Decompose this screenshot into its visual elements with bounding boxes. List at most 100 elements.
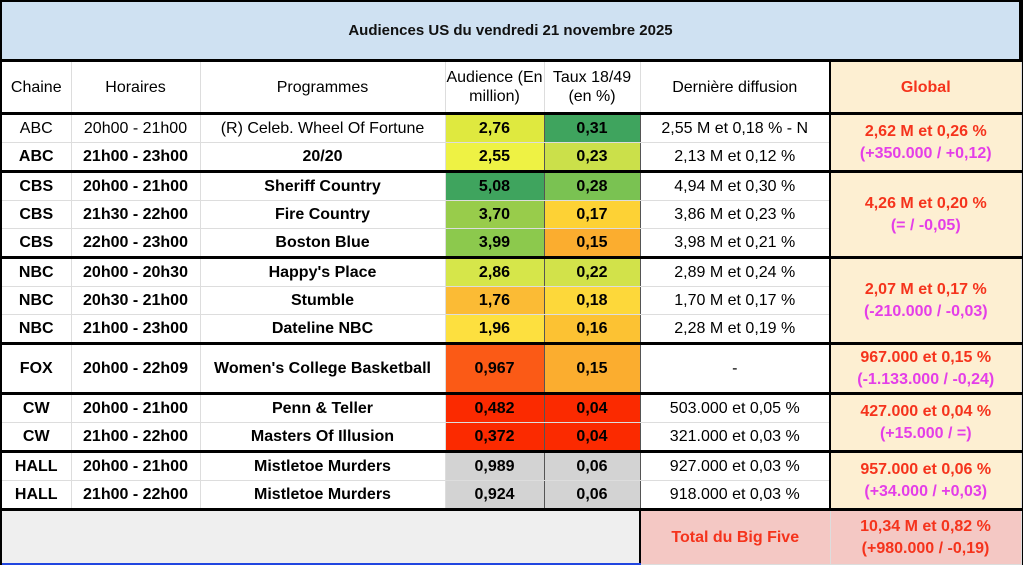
header-derniere: Dernière diffusion [640, 62, 831, 115]
cell-horaires: 20h30 - 21h00 [71, 286, 201, 315]
cell-taux: 0,22 [544, 256, 641, 287]
cell-horaires: 20h00 - 21h00 [71, 170, 201, 201]
cell-derniere: 1,70 M et 0,17 % [640, 286, 831, 315]
cell-horaires: 22h00 - 23h00 [71, 228, 201, 258]
cell-taux: 0,28 [544, 170, 641, 201]
cell-derniere: 2,89 M et 0,24 % [640, 256, 831, 287]
cell-programme: Penn & Teller [200, 392, 446, 423]
table-row: FOX 20h00 - 22h09 Women's College Basketba… [2, 342, 1022, 395]
cell-derniere: - [640, 342, 831, 394]
total-main: 10,34 M et 0,82 % [860, 517, 991, 535]
cell-horaires: 21h00 - 23h00 [71, 142, 201, 172]
cell-programme: Boston Blue [200, 228, 446, 258]
cell-derniere: 4,94 M et 0,30 % [640, 170, 831, 201]
cell-programme: Dateline NBC [200, 314, 446, 344]
cell-derniere: 927.000 et 0,03 % [640, 450, 831, 481]
cell-audience: 0,372 [445, 422, 545, 452]
cell-programme: 20/20 [200, 142, 446, 172]
cell-programme: Fire Country [200, 200, 446, 229]
cell-programme: Women's College Basketball [200, 342, 446, 394]
cell-chaine: HALL [2, 480, 72, 510]
cell-programme: Mistletoe Murders [200, 480, 446, 510]
header-taux: Taux 18/49 (en %) [544, 62, 641, 115]
table-row: CBS 22h00 - 23h00 Boston Blue 3,99 0,15 3,98 … [2, 228, 1021, 258]
cell-horaires: 20h00 - 21h00 [71, 450, 201, 481]
cell-global: 967.000 et 0,15 % (-1.133.000 / -0,24) [829, 342, 1022, 395]
table-row: CBS 20h00 - 21h00 Sheriff Country 5,08 0,28 4… [2, 170, 1022, 259]
cell-derniere: 2,55 M et 0,18 % - N [640, 113, 831, 143]
cell-horaires: 21h00 - 22h00 [71, 422, 201, 452]
total-diff: (+980.000 / -0,19) [861, 539, 990, 557]
cell-chaine: NBC [2, 256, 72, 287]
table-row: HALL 20h00 - 21h00 Mistletoe Murders 0,989 0… [2, 450, 1022, 511]
table-row: HALL 21h00 - 22h00 Mistletoe Murders 0,924 0… [2, 480, 1021, 510]
header-chaine: Chaine [2, 62, 72, 115]
cell-horaires: 21h00 - 23h00 [71, 314, 201, 344]
cell-chaine: CBS [2, 228, 72, 258]
cell-programme: Masters Of Illusion [200, 422, 446, 452]
cell-audience: 0,482 [445, 392, 545, 423]
cell-programme: (R) Celeb. Wheel Of Fortune [200, 113, 446, 143]
cell-chaine: ABC [2, 142, 72, 172]
global-diff: (= / -0,05) [890, 216, 961, 234]
cell-programme: Mistletoe Murders [200, 450, 446, 481]
header-programmes: Programmes [200, 62, 446, 115]
cell-chaine: ABC [2, 113, 72, 143]
cell-horaires: 21h30 - 22h00 [71, 200, 201, 229]
cell-derniere: 918.000 et 0,03 % [640, 480, 831, 510]
cell-programme: Happy's Place [200, 256, 446, 287]
header-global: Global [829, 62, 1022, 115]
cell-audience: 0,924 [445, 480, 545, 510]
table-row: ABC 20h00 - 21h00 (R) Celeb. Wheel Of Fort… [2, 113, 1022, 173]
empty-area [2, 508, 641, 565]
cell-audience: 1,96 [445, 314, 545, 344]
cell-taux: 0,16 [544, 314, 641, 344]
cell-horaires: 20h00 - 21h00 [71, 113, 201, 143]
table-row: CW 20h00 - 21h00 Penn & Teller 0,482 0,04 503… [2, 392, 1022, 453]
global-value: 427.000 et 0,04 % [860, 402, 992, 420]
cell-chaine: NBC [2, 314, 72, 344]
cell-programme: Sheriff Country [200, 170, 446, 201]
cell-global: 957.000 et 0,06 % (+34.000 / +0,03) [829, 450, 1022, 511]
cell-taux: 0,06 [544, 480, 641, 510]
cell-derniere: 321.000 et 0,03 % [640, 422, 831, 452]
cell-programme: Stumble [200, 286, 446, 315]
cell-global: 2,62 M et 0,26 % (+350.000 / +0,12) [829, 113, 1022, 173]
cell-global: 427.000 et 0,04 % (+15.000 / =) [829, 392, 1022, 453]
cell-taux: 0,06 [544, 450, 641, 481]
global-diff: (+34.000 / +0,03) [864, 482, 988, 500]
global-diff: (-1.133.000 / -0,24) [857, 370, 995, 388]
cell-taux: 0,31 [544, 113, 641, 143]
page-title: Audiences US du vendredi 21 novembre 202… [2, 2, 1019, 59]
cell-chaine: CBS [2, 170, 72, 201]
total-label: Total du Big Five [640, 508, 831, 565]
cell-global: 4,26 M et 0,20 % (= / -0,05) [829, 170, 1022, 259]
cell-taux: 0,18 [544, 286, 641, 315]
cell-derniere: 3,98 M et 0,21 % [640, 228, 831, 258]
cell-chaine: FOX [2, 342, 72, 394]
cell-chaine: NBC [2, 286, 72, 315]
global-diff: (+350.000 / +0,12) [859, 144, 992, 162]
table-row: CW 21h00 - 22h00 Masters Of Illusion 0,372 0… [2, 422, 1021, 452]
cell-taux: 0,17 [544, 200, 641, 229]
table-row: NBC 20h30 - 21h00 Stumble 1,76 0,18 1,70 M et… [2, 286, 1021, 315]
global-value: 957.000 et 0,06 % [860, 460, 992, 478]
cell-audience: 3,99 [445, 228, 545, 258]
header-row: Chaine Horaires Programmes Audience (En … [2, 62, 1022, 115]
header-horaires: Horaires [71, 62, 201, 115]
global-value: 2,62 M et 0,26 % [864, 122, 987, 140]
cell-horaires: 21h00 - 22h00 [71, 480, 201, 510]
cell-taux: 0,04 [544, 392, 641, 423]
global-value: 967.000 et 0,15 % [860, 348, 992, 366]
cell-horaires: 20h00 - 20h30 [71, 256, 201, 287]
total-value: 10,34 M et 0,82 % (+980.000 / -0,19) [829, 508, 1022, 565]
cell-chaine: CW [2, 392, 72, 423]
cell-audience: 2,55 [445, 142, 545, 172]
cell-chaine: CW [2, 422, 72, 452]
global-value: 2,07 M et 0,17 % [864, 280, 987, 298]
global-diff: (+15.000 / =) [879, 424, 972, 442]
cell-audience: 1,76 [445, 286, 545, 315]
total-row: Total du Big Five 10,34 M et 0,82 % (+980.… [2, 508, 1022, 565]
cell-taux: 0,15 [544, 228, 641, 258]
